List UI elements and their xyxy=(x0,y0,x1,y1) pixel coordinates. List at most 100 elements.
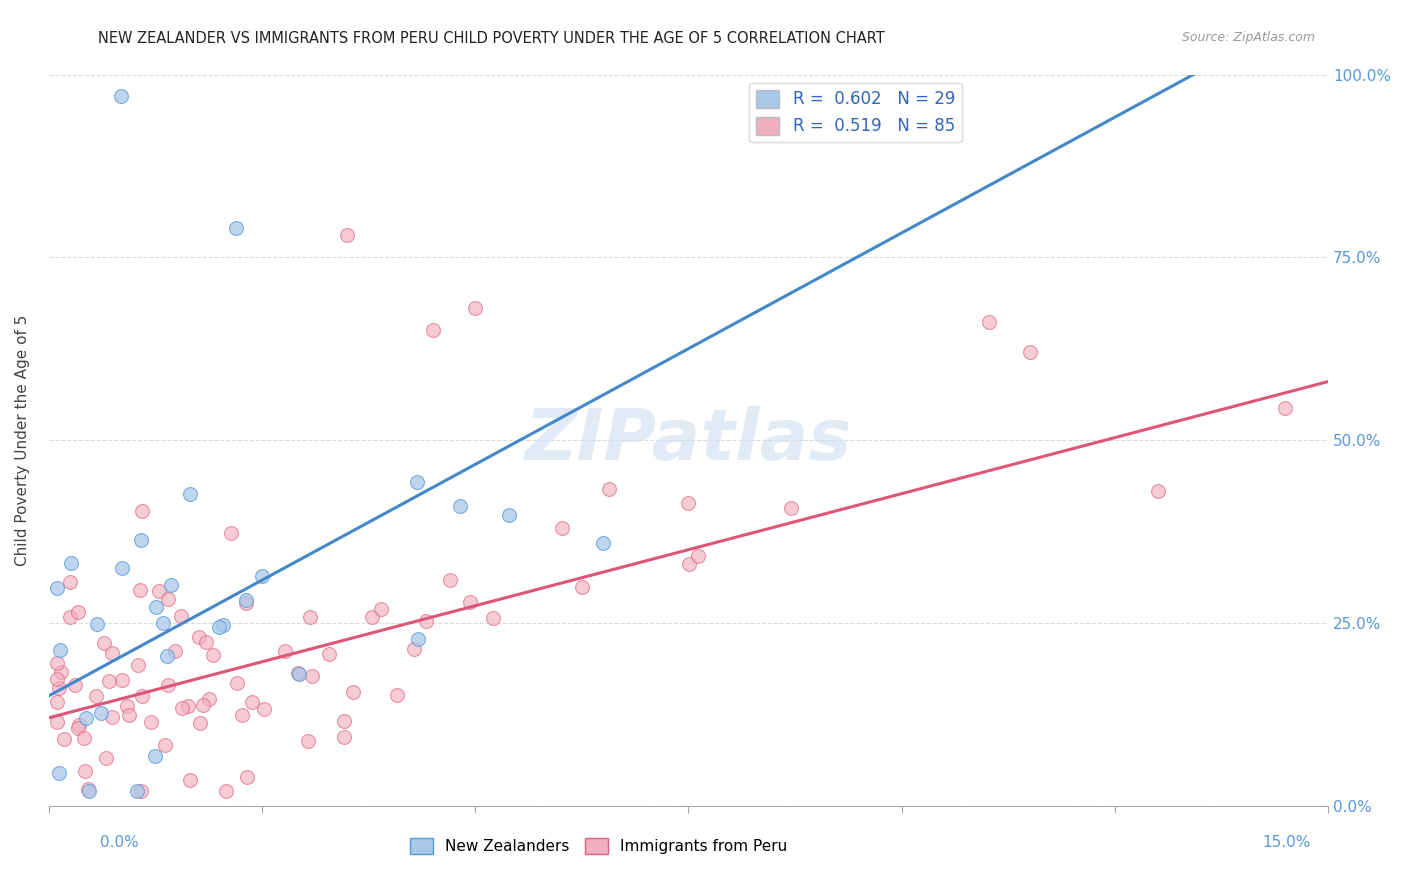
Point xyxy=(1146,484,1168,499)
Point xyxy=(297,734,319,748)
Point xyxy=(76,782,98,797)
Point xyxy=(235,770,257,784)
Point xyxy=(49,665,72,679)
Point xyxy=(404,642,426,657)
Point xyxy=(46,694,69,708)
Point xyxy=(1274,401,1296,415)
Point xyxy=(59,609,82,624)
Text: NEW ZEALANDER VS IMMIGRANTS FROM PERU CHILD POVERTY UNDER THE AGE OF 5 CORRELATI: NEW ZEALANDER VS IMMIGRANTS FROM PERU CH… xyxy=(98,31,886,46)
Point xyxy=(165,644,187,658)
Point xyxy=(195,635,218,649)
Point xyxy=(287,667,309,681)
Point xyxy=(172,701,194,715)
Point xyxy=(370,601,392,615)
Point xyxy=(676,496,699,510)
Point xyxy=(148,584,170,599)
Point xyxy=(207,619,229,633)
Point xyxy=(170,609,193,624)
Point xyxy=(179,487,201,501)
Point xyxy=(215,784,238,798)
Point xyxy=(571,581,593,595)
Point xyxy=(94,751,117,765)
Point xyxy=(98,673,121,688)
Point xyxy=(46,657,69,671)
Point xyxy=(153,739,176,753)
Point xyxy=(131,784,153,798)
Point xyxy=(187,630,209,644)
Point xyxy=(231,708,253,723)
Point xyxy=(188,715,211,730)
Point xyxy=(131,504,153,518)
Point xyxy=(464,301,486,316)
Point xyxy=(177,698,200,713)
Point xyxy=(67,717,90,731)
Point xyxy=(145,599,167,614)
Point xyxy=(332,731,354,745)
Text: Source: ZipAtlas.com: Source: ZipAtlas.com xyxy=(1181,31,1315,45)
Point xyxy=(86,617,108,632)
Point xyxy=(152,616,174,631)
Point xyxy=(336,228,359,243)
Point xyxy=(118,707,141,722)
Point xyxy=(422,323,444,337)
Point xyxy=(139,715,162,730)
Point xyxy=(482,611,505,625)
Point xyxy=(131,689,153,703)
Point xyxy=(52,731,75,746)
Point xyxy=(63,678,86,692)
Point xyxy=(111,673,134,687)
Point xyxy=(439,574,461,588)
Point xyxy=(678,557,700,571)
Point xyxy=(128,583,150,598)
Legend: R =  0.602   N = 29, R =  0.519   N = 85: R = 0.602 N = 29, R = 0.519 N = 85 xyxy=(749,83,962,142)
Point xyxy=(77,784,100,798)
Y-axis label: Child Poverty Under the Age of 5: Child Poverty Under the Age of 5 xyxy=(15,314,30,566)
Point xyxy=(59,556,82,570)
Text: 0.0%: 0.0% xyxy=(100,836,139,850)
Point xyxy=(406,632,429,646)
Point xyxy=(66,605,89,619)
Point xyxy=(274,644,297,658)
Point xyxy=(385,688,408,702)
Point xyxy=(498,508,520,522)
Point xyxy=(156,592,179,607)
Point xyxy=(235,596,257,610)
Point xyxy=(48,765,70,780)
Text: ZIPatlas: ZIPatlas xyxy=(524,406,852,475)
Point xyxy=(287,665,309,680)
Point xyxy=(127,784,149,798)
Point xyxy=(598,482,620,496)
Point xyxy=(159,577,181,591)
Point xyxy=(406,475,429,489)
Point xyxy=(253,702,276,716)
Point xyxy=(84,689,107,703)
Point xyxy=(1018,345,1040,359)
Point xyxy=(129,533,152,547)
Point xyxy=(93,636,115,650)
Point xyxy=(111,560,134,574)
Point xyxy=(46,714,69,729)
Point xyxy=(449,499,471,513)
Point xyxy=(686,549,709,563)
Point xyxy=(75,711,97,725)
Point xyxy=(127,657,149,672)
Point xyxy=(212,618,235,632)
Point xyxy=(361,610,384,624)
Point xyxy=(780,501,803,516)
Point xyxy=(101,646,124,660)
Point xyxy=(46,581,69,595)
Text: 15.0%: 15.0% xyxy=(1263,836,1310,850)
Point xyxy=(115,698,138,713)
Point xyxy=(73,731,96,746)
Point xyxy=(110,89,132,103)
Point xyxy=(59,575,82,590)
Point xyxy=(49,643,72,657)
Point xyxy=(298,610,321,624)
Point xyxy=(977,315,1000,329)
Point xyxy=(415,614,437,628)
Point xyxy=(101,710,124,724)
Point xyxy=(191,698,214,712)
Point xyxy=(458,594,481,608)
Point xyxy=(90,706,112,720)
Point xyxy=(201,648,224,662)
